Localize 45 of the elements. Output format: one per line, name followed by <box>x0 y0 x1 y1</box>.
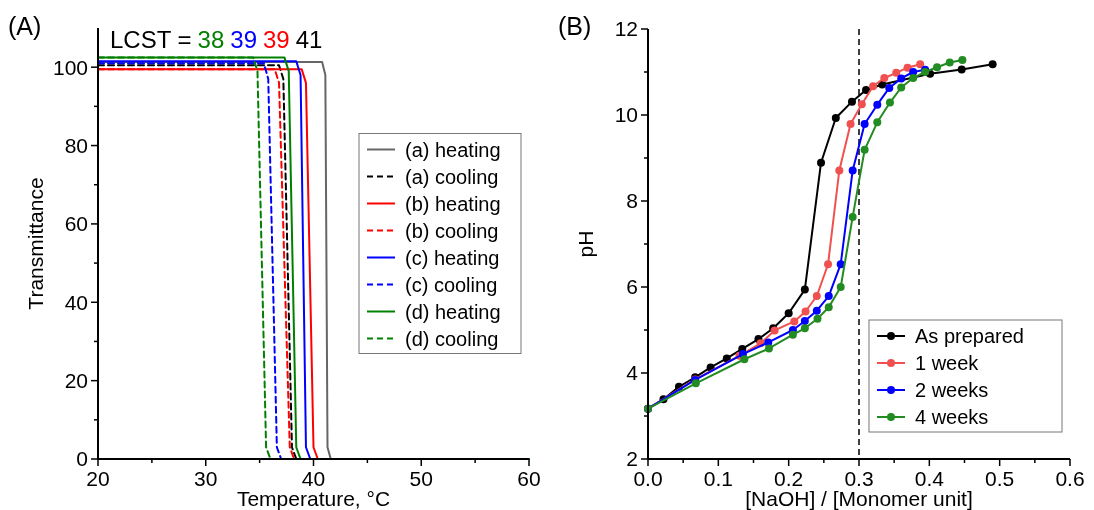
x-tick-label: 0.3 <box>844 467 874 490</box>
annotation: 41 <box>295 26 323 53</box>
legend-label: (c) cooling <box>405 273 498 296</box>
legend-label: 1 week <box>915 352 980 374</box>
y-tick-label: 80 <box>64 133 88 157</box>
legend-label: (a) cooling <box>405 165 499 188</box>
x-tick-label: 60 <box>517 467 541 490</box>
x-tick-label: 0.4 <box>914 467 945 490</box>
x-tick-label: 30 <box>194 467 218 490</box>
legend-label: (d) heating <box>405 300 501 323</box>
x-tick-label: 0.5 <box>985 467 1015 490</box>
y-tick-label: 60 <box>64 212 88 236</box>
y-tick-label: 0 <box>76 447 88 471</box>
legend-label: (d) cooling <box>405 327 499 350</box>
y-tick-label: 40 <box>64 290 88 314</box>
annotation: 38 <box>197 26 225 53</box>
y-tick-label: 6 <box>626 275 638 299</box>
x-tick-label: 0.2 <box>774 467 804 490</box>
y-tick-label: 4 <box>626 361 639 385</box>
legend-label: As prepared <box>915 325 1024 347</box>
y-axis-title: Transmittance <box>24 177 47 310</box>
y-tick-label: 12 <box>614 17 638 41</box>
y-axis-title: pH <box>574 230 597 258</box>
legend-label: 2 weeks <box>915 379 989 401</box>
x-tick-label: 0.1 <box>703 467 733 490</box>
x-tick-label: 50 <box>409 467 433 490</box>
annotation: 39 <box>263 26 290 53</box>
annotation: 39 <box>230 26 258 53</box>
annotation: LCST = <box>110 26 192 53</box>
legend-label: (a) heating <box>405 138 501 161</box>
legend-label: (c) heating <box>405 246 500 269</box>
y-tick-label: 10 <box>614 103 638 127</box>
x-axis-title: [NaOH] / [Monomer unit] <box>745 487 973 510</box>
x-tick-label: 40 <box>301 467 326 490</box>
chart-title: (B) <box>558 12 592 40</box>
y-tick-label: 100 <box>52 55 88 79</box>
y-tick-label: 8 <box>626 189 638 213</box>
y-tick-label: 20 <box>64 368 88 392</box>
legend-label: 4 weeks <box>915 406 989 428</box>
chart-title: (A) <box>8 12 42 40</box>
x-tick-label: 20 <box>86 467 110 490</box>
legend-label: (b) heating <box>405 192 501 215</box>
x-axis-title: Temperature, °C <box>236 487 391 510</box>
legend-label: (b) cooling <box>405 219 499 242</box>
x-tick-label: 0.6 <box>1055 467 1085 490</box>
